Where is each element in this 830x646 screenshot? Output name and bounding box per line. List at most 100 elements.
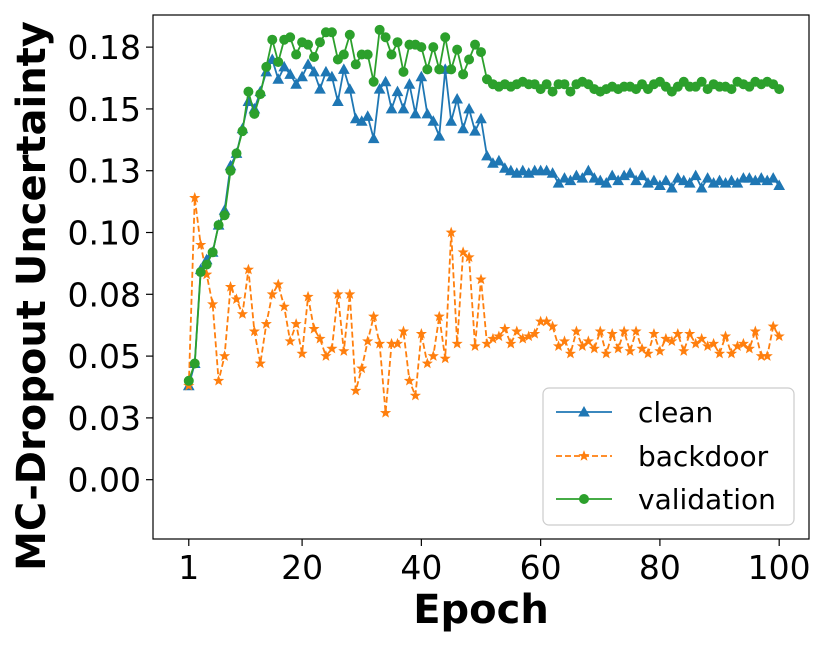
- data-point-backdoor: [624, 345, 636, 356]
- data-point-validation: [267, 34, 278, 45]
- data-point-backdoor: [326, 342, 338, 354]
- data-point-backdoor: [606, 327, 618, 339]
- data-point-validation: [219, 210, 230, 221]
- data-point-validation: [547, 86, 558, 97]
- data-point-backdoor: [618, 325, 630, 337]
- data-point-validation: [416, 42, 427, 53]
- data-point-backdoor: [499, 323, 511, 334]
- data-point-backdoor: [189, 192, 201, 203]
- data-point-backdoor: [660, 332, 672, 344]
- data-point-clean: [493, 154, 505, 166]
- data-point-clean: [636, 169, 648, 181]
- data-point-clean: [671, 172, 684, 183]
- data-point-backdoor: [338, 345, 350, 356]
- data-point-backdoor: [397, 325, 410, 337]
- data-point-validation: [470, 39, 481, 50]
- legend-label-validation: validation: [638, 483, 776, 516]
- data-point-validation: [464, 54, 475, 65]
- data-point-clean: [677, 174, 690, 186]
- data-point-clean: [302, 58, 314, 69]
- data-point-backdoor: [218, 350, 231, 361]
- data-point-validation: [261, 61, 272, 72]
- data-point-clean: [463, 102, 475, 114]
- data-point-backdoor: [630, 325, 642, 337]
- data-point-validation: [428, 42, 439, 53]
- data-point-backdoor: [451, 337, 463, 349]
- data-point-backdoor: [224, 281, 237, 292]
- data-point-clean: [475, 112, 487, 124]
- y-tick-label: 0.10: [68, 214, 141, 253]
- data-point-validation: [303, 39, 314, 50]
- data-point-backdoor: [213, 374, 225, 386]
- legend-label-clean: clean: [638, 396, 713, 429]
- data-point-backdoor: [391, 337, 404, 349]
- data-point-backdoor: [195, 239, 207, 250]
- data-point-validation: [255, 89, 266, 100]
- data-point-backdoor: [523, 330, 535, 342]
- data-point-backdoor: [749, 325, 761, 337]
- x-tick-label: 20: [281, 548, 323, 587]
- data-point-backdoor: [260, 318, 272, 329]
- legend-label-backdoor: backdoor: [638, 440, 769, 473]
- data-point-clean: [481, 149, 493, 161]
- x-tick-label: 80: [639, 548, 681, 587]
- x-axis: 1 20 40 60 80 100: [178, 539, 811, 587]
- data-point-clean: [367, 132, 380, 144]
- data-point-clean: [320, 65, 332, 77]
- data-point-clean: [433, 130, 446, 141]
- data-point-validation: [326, 27, 337, 38]
- data-point-backdoor: [636, 342, 648, 354]
- data-point-clean: [284, 68, 297, 79]
- data-point-backdoor: [457, 246, 469, 258]
- data-point-backdoor: [648, 327, 660, 339]
- data-point-validation: [243, 86, 254, 97]
- data-point-backdoor: [666, 335, 678, 347]
- data-point-clean: [773, 179, 786, 191]
- data-point-clean: [540, 164, 553, 176]
- data-point-clean: [713, 174, 726, 186]
- data-point-validation: [458, 69, 469, 80]
- data-point-backdoor: [445, 226, 457, 238]
- data-point-backdoor: [493, 330, 505, 342]
- x-tick-label: 40: [400, 548, 442, 587]
- data-point-backdoor: [403, 374, 416, 386]
- data-point-backdoor: [600, 347, 612, 359]
- data-point-validation: [559, 79, 570, 90]
- data-point-validation: [338, 49, 349, 60]
- series-layer: [182, 24, 786, 418]
- y-tick-label: 0.08: [68, 275, 141, 314]
- data-point-backdoor: [230, 293, 243, 304]
- data-point-backdoor: [594, 325, 606, 337]
- data-point-backdoor: [362, 335, 374, 347]
- data-point-clean: [332, 95, 344, 107]
- data-point-backdoor: [505, 337, 517, 349]
- data-point-backdoor: [415, 327, 427, 339]
- data-point-validation: [380, 32, 391, 43]
- data-point-validation: [452, 44, 463, 55]
- data-point-backdoor: [737, 337, 749, 349]
- data-point-validation: [273, 56, 284, 67]
- data-point-backdoor: [344, 288, 356, 300]
- data-point-clean: [660, 174, 672, 186]
- data-point-backdoor: [439, 352, 451, 364]
- data-point-clean: [683, 177, 696, 188]
- series-validation: [183, 24, 785, 386]
- data-point-validation: [565, 86, 576, 97]
- x-tick-label: 100: [748, 548, 811, 587]
- data-point-clean: [397, 102, 410, 114]
- data-point-clean: [499, 162, 511, 173]
- data-point-validation: [726, 84, 737, 95]
- data-point-clean: [409, 107, 422, 119]
- data-point-clean: [689, 169, 702, 181]
- y-tick-label: 0.05: [68, 337, 141, 376]
- data-point-clean: [337, 63, 350, 74]
- data-point-backdoor: [558, 335, 571, 347]
- data-point-clean: [445, 115, 458, 126]
- data-point-backdoor: [684, 327, 696, 339]
- data-point-backdoor: [713, 347, 726, 359]
- data-point-validation: [225, 165, 236, 176]
- data-point-backdoor: [678, 345, 690, 356]
- data-point-backdoor: [296, 347, 308, 359]
- data-point-validation: [207, 247, 218, 258]
- data-point-clean: [343, 83, 356, 94]
